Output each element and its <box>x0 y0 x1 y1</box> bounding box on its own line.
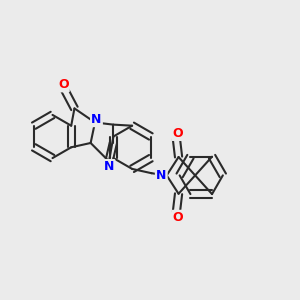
Text: O: O <box>172 211 183 224</box>
Text: O: O <box>58 78 68 91</box>
Text: N: N <box>104 160 114 173</box>
Text: N: N <box>156 169 166 182</box>
Text: O: O <box>172 127 183 140</box>
Text: N: N <box>91 113 102 126</box>
